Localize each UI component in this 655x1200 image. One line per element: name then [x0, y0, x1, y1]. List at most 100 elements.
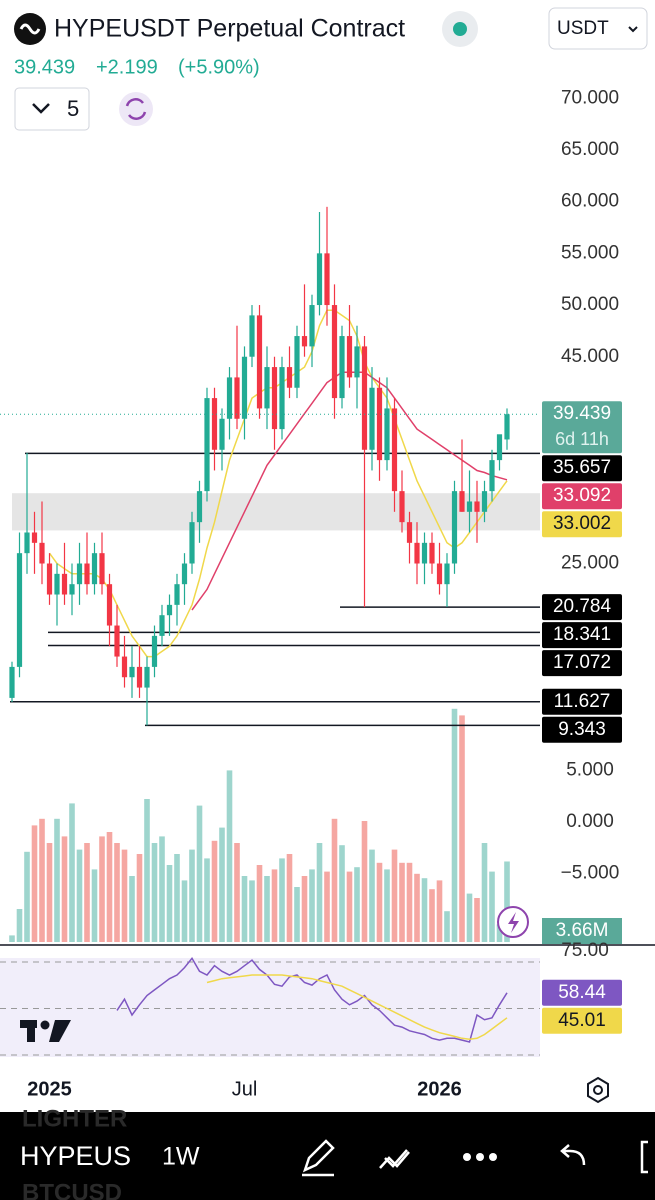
dropdown-icon — [628, 26, 638, 33]
dot — [463, 1153, 471, 1161]
volume-bar — [294, 887, 300, 942]
more-icon[interactable] — [463, 1153, 497, 1161]
next-symbol[interactable]: BTCUSD — [22, 1179, 122, 1200]
rsi-tick-label: 75.00 — [561, 940, 609, 961]
sync-button[interactable] — [119, 92, 153, 126]
tv-logo — [20, 1020, 71, 1042]
candle-body — [136, 666, 143, 688]
volume-bar — [151, 843, 158, 942]
price-label-box — [542, 594, 622, 621]
candle-body — [496, 434, 503, 461]
layout-icon[interactable] — [640, 1140, 648, 1174]
candle-body — [406, 522, 413, 543]
candle-body — [76, 563, 83, 585]
volume-bar — [24, 851, 30, 942]
undo-icon[interactable] — [560, 1144, 586, 1166]
rsi-line — [116, 956, 508, 1043]
candle-body — [24, 532, 30, 554]
candle-body — [39, 542, 45, 564]
volume-bar — [69, 803, 75, 942]
volume-bar — [496, 924, 503, 942]
symbol[interactable]: HYPEUS — [20, 1141, 131, 1171]
volume-bar — [316, 843, 323, 942]
candle-body — [316, 253, 323, 306]
volume-bar — [9, 935, 15, 942]
sync-icon — [125, 98, 147, 120]
candle-body — [399, 491, 405, 523]
volume-bar — [136, 854, 143, 942]
draw-icon[interactable] — [302, 1139, 335, 1177]
volume-bar — [429, 889, 435, 942]
logo-part — [49, 1020, 71, 1042]
price-label-box — [542, 455, 622, 482]
candle-body — [466, 501, 473, 512]
volume-bar — [309, 869, 315, 942]
candle-body — [444, 563, 450, 585]
interval[interactable]: 1W — [162, 1143, 200, 1171]
indicators-icon[interactable] — [379, 1149, 410, 1169]
change-percent: (+5.90%) — [178, 56, 260, 78]
rsi-label: 45.01 — [558, 1010, 606, 1031]
volume-label: 3.66M — [556, 920, 609, 941]
change: +2.199 — [96, 56, 158, 78]
toolbar: LIGHTER HYPEUS BTCUSD 1W — [0, 1105, 655, 1200]
volume-bar — [226, 770, 233, 942]
settings-icon[interactable] — [587, 1076, 609, 1104]
volume-bar — [324, 871, 330, 942]
dot — [489, 1153, 497, 1161]
y-tick-label: 65.000 — [561, 139, 619, 160]
price: 39.439 — [14, 56, 75, 78]
candle-body — [331, 305, 338, 399]
candle-body — [91, 553, 98, 585]
volume-bar — [31, 825, 38, 942]
chevron-icon — [32, 103, 50, 114]
rsi-background — [0, 958, 540, 1057]
candle-body — [46, 563, 53, 595]
volume-label-box — [542, 918, 622, 944]
candle-body — [324, 253, 330, 306]
x-axis: 2025 Jul 2026 — [27, 1078, 462, 1100]
candle-body — [114, 625, 120, 657]
y-tick-label: 5.000 — [566, 759, 614, 780]
x-tick-label: 2025 — [27, 1078, 72, 1100]
volume-bar — [99, 836, 105, 942]
price-label: 18.341 — [553, 624, 611, 645]
volume-bar — [249, 880, 255, 942]
candle-body — [84, 563, 90, 585]
price-label-box — [542, 622, 622, 649]
volume-bar — [46, 843, 53, 942]
volume-bar — [39, 818, 45, 942]
candle-body — [121, 656, 128, 678]
candle-body — [181, 563, 188, 585]
settings[interactable] — [587, 1076, 609, 1104]
volume-bar — [331, 818, 338, 942]
price-label: 9.343 — [558, 719, 606, 740]
lightning-icon — [508, 912, 519, 933]
candle-body — [54, 573, 60, 595]
candle-body — [69, 584, 75, 595]
y-tick-label: 55.000 — [561, 242, 619, 263]
symbol-title[interactable]: HYPEUSDT Perpetual Contract — [54, 15, 405, 43]
price-label: 39.439 — [553, 403, 611, 424]
volume-bar — [474, 898, 480, 942]
candle-body — [421, 542, 428, 564]
candle-body — [474, 501, 480, 512]
candle-body — [166, 604, 173, 616]
y-tick-label: 45.000 — [561, 346, 619, 367]
indicator-toggle[interactable] — [14, 87, 90, 131]
logo-part — [40, 1020, 50, 1030]
volume-bar — [504, 861, 510, 942]
candle-body — [196, 491, 203, 523]
currency-select[interactable] — [548, 7, 648, 50]
volume-bar — [384, 869, 390, 942]
volume-bar — [61, 836, 68, 942]
candle-body — [16, 553, 23, 667]
volume-bar — [189, 849, 195, 942]
candle-body — [294, 336, 300, 388]
volume-bar — [114, 843, 120, 942]
price-label-box — [542, 483, 622, 510]
volume-bar — [459, 715, 465, 942]
volume-bar — [106, 832, 113, 942]
x-tick-label: 2026 — [417, 1078, 462, 1100]
prev-symbol[interactable]: LIGHTER — [22, 1105, 127, 1132]
